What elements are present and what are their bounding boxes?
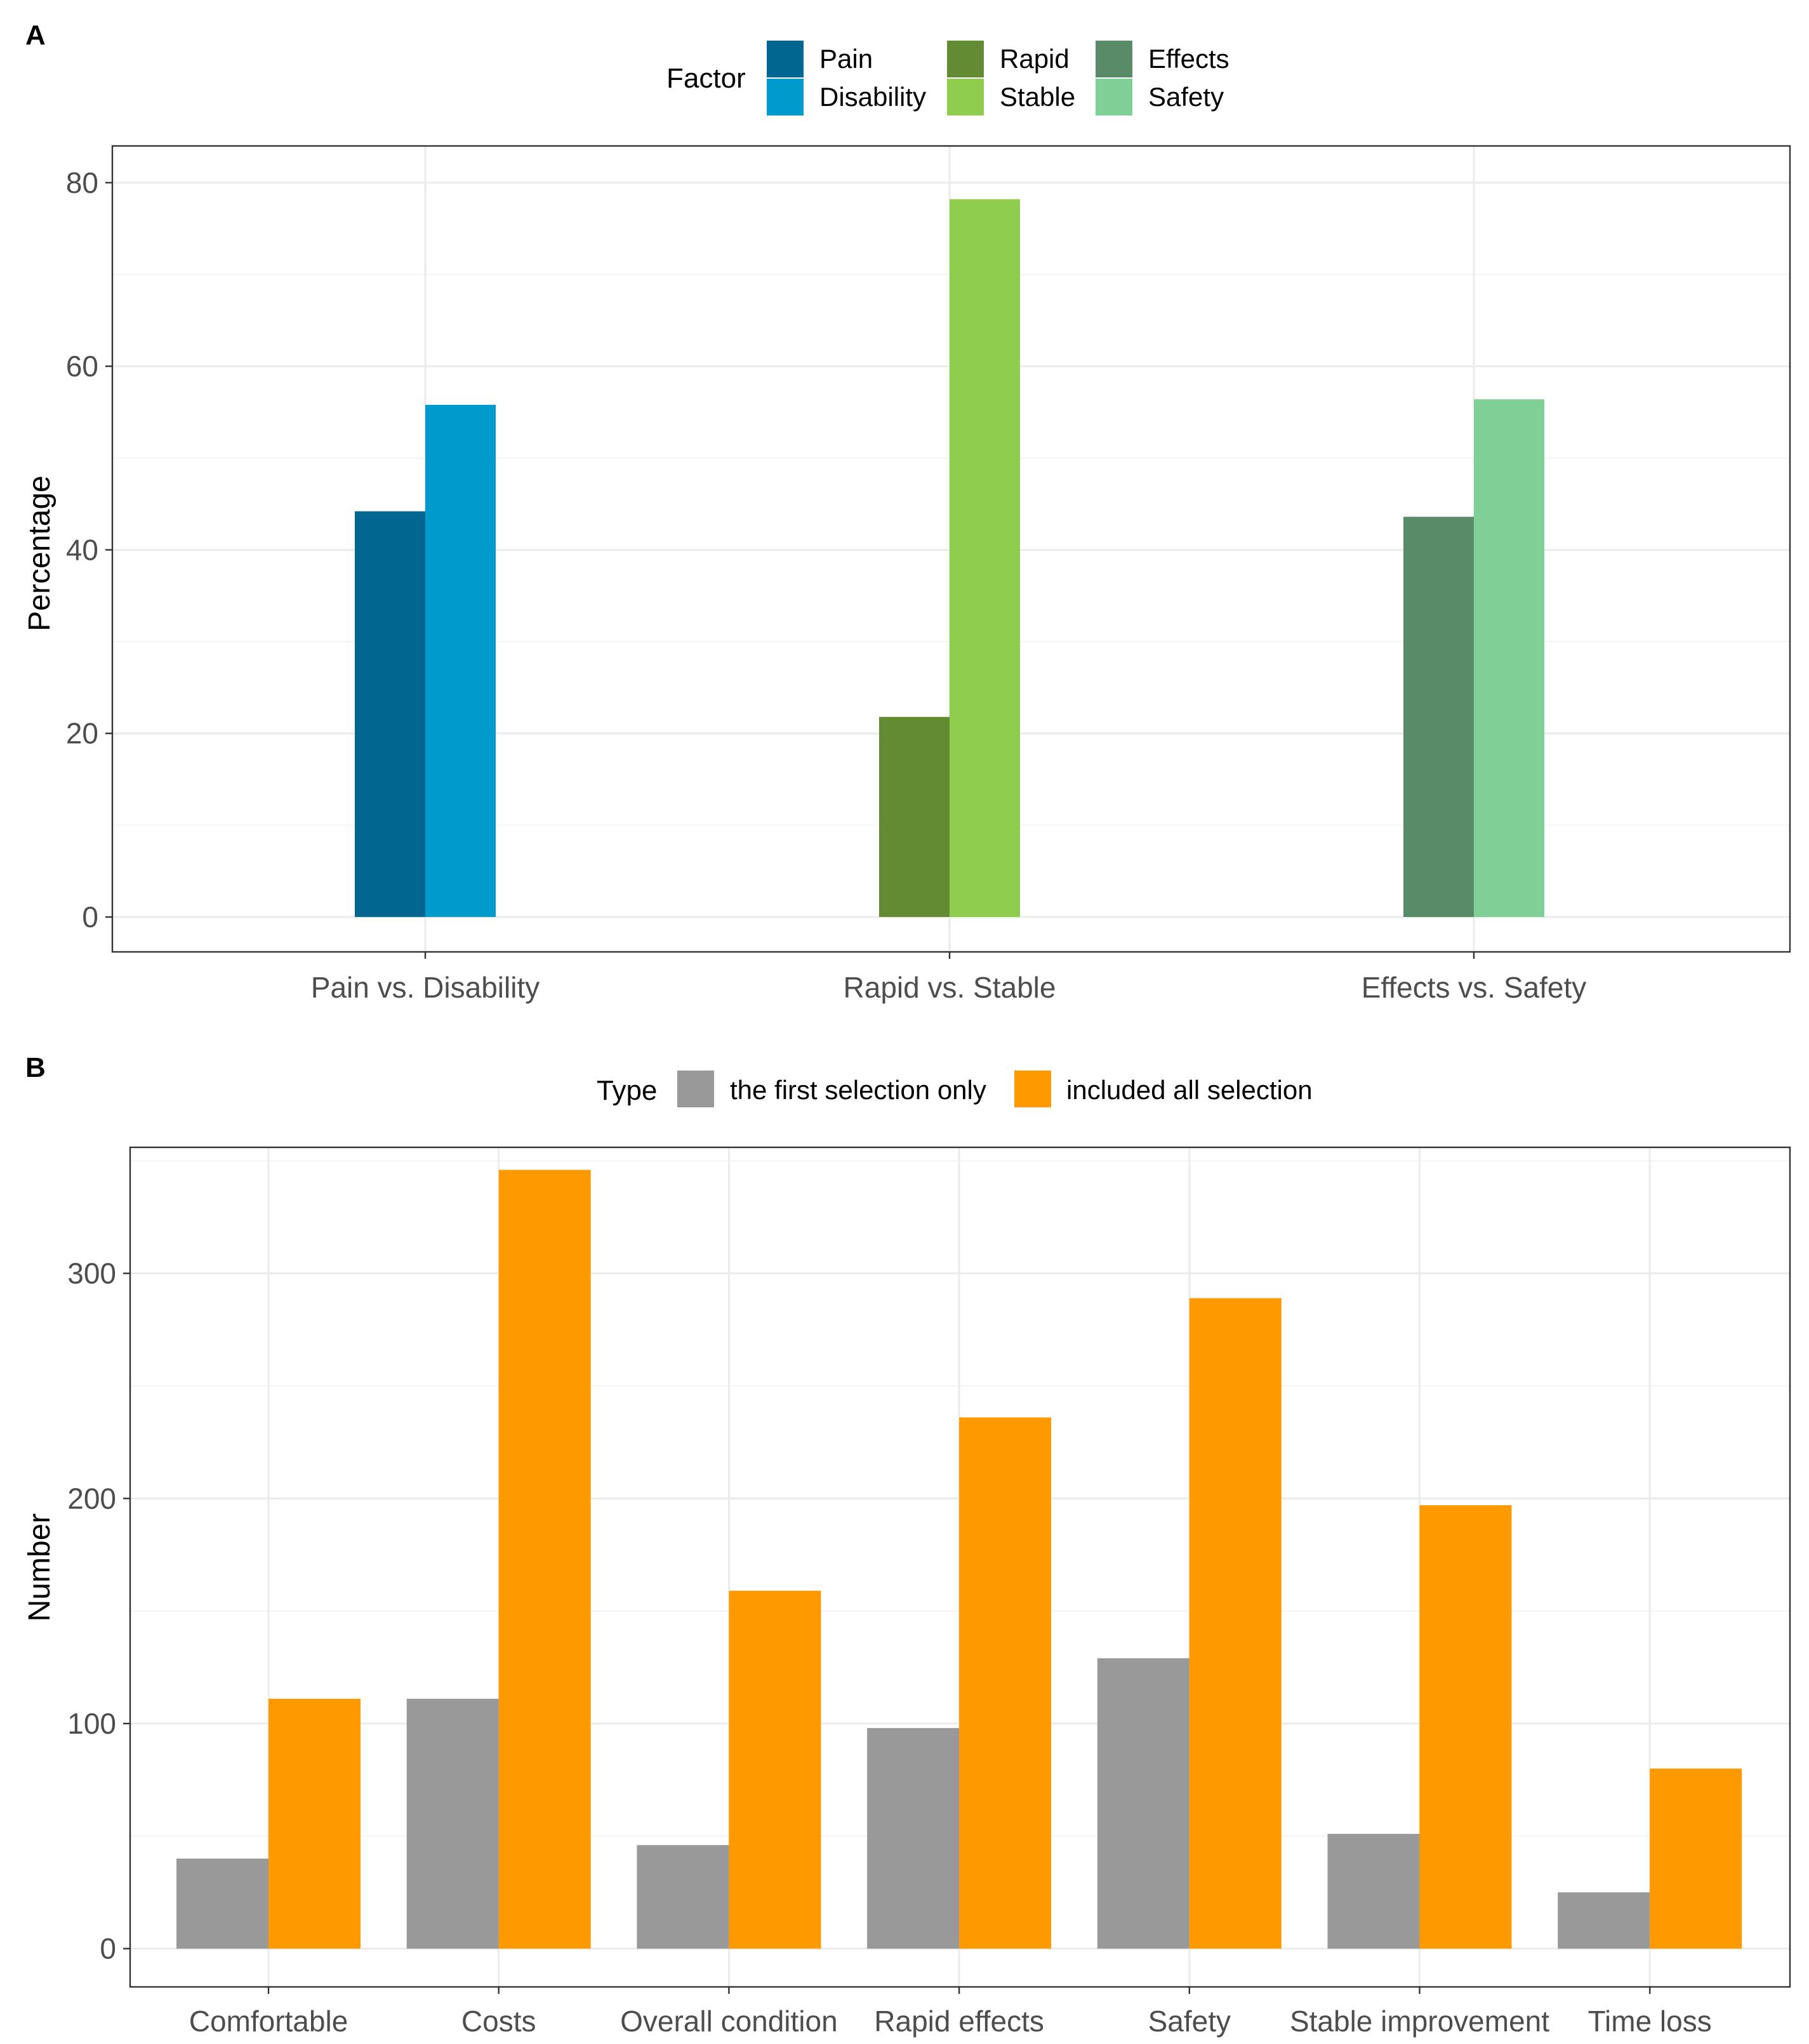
x-tick-label-safety: Safety [1148,2005,1231,2038]
legend-label-effects: Effects [1148,44,1229,74]
bar-comfortable-first-selection [176,1858,268,1949]
bar-effects [1403,517,1474,918]
bar-safety-all-selection [1189,1298,1282,1949]
x-tick-label-comfortable: Comfortable [189,2005,348,2038]
y-tick-label: 0 [100,1932,116,1965]
bar-safety [1474,399,1544,918]
bar-costs-first-selection [406,1698,499,1949]
legend-label-pain: Pain [819,44,873,74]
panel-a-y-axis-title: Percentage [23,475,56,631]
panel-a-tag: A [25,20,46,51]
panel-b-legend: Type the first selection only included al… [597,1071,1313,1107]
legend-key-effects [1096,41,1132,77]
x-tick-label-pain-vs-disability: Pain vs. Disability [311,971,540,1004]
bar-pain [355,511,425,918]
panel-a-legend-title: Factor [666,63,746,94]
bar-overall-condition-all-selection [729,1590,821,1949]
y-tick-label: 200 [67,1482,116,1515]
legend-label-stable: Stable [1000,82,1075,112]
legend-label-included-all-selection: included all selection [1066,1075,1313,1105]
legend-key-the-first-selection-only [677,1071,714,1107]
legend-key-safety [1096,79,1132,115]
y-tick-label: 80 [66,166,98,199]
panel-b-y-axis-title: Number [23,1513,56,1622]
y-tick-label: 100 [67,1707,116,1740]
bar-rapid-effects-all-selection [959,1417,1052,1949]
panel-b-border [129,1146,1791,1988]
panel-a-y-axis: 0 20 40 60 80 [66,166,112,933]
bar-stable-improvement-all-selection [1419,1505,1512,1949]
panel-a-x-axis: Pain vs. Disability Rapid vs. Stable Effec… [311,952,1586,1004]
panel-a-bars [355,199,1544,918]
x-tick-label-rapid-vs-stable: Rapid vs. Stable [844,971,1056,1004]
panel-a: A Factor Pain Disability Rapid Stable Effect… [23,20,1791,1004]
x-tick-label-overall-condition: Overall condition [620,2005,838,2038]
panel-b-bars [176,1170,1742,1949]
panel-b-y-axis: 0 100 200 300 [67,1257,130,1965]
bar-safety-first-selection [1097,1658,1189,1949]
bar-time-loss-first-selection [1558,1892,1650,1949]
panel-b-x-axis: Comfortable Costs Overall condition Rapid e… [189,1987,1712,2038]
legend-key-pain [767,41,804,77]
legend-key-stable [947,79,984,115]
x-tick-label-rapid-effects: Rapid effects [874,2005,1044,2038]
panel-b-tag: B [25,1052,46,1083]
legend-label-disability: Disability [819,82,926,112]
bar-overall-condition-first-selection [637,1845,729,1949]
x-tick-label-time-loss: Time loss [1588,2005,1712,2038]
bar-stable [950,199,1020,918]
y-tick-label: 0 [82,900,98,933]
legend-label-safety: Safety [1148,82,1224,112]
y-tick-label: 300 [67,1257,116,1290]
bar-comfortable-all-selection [268,1698,361,1949]
legend-label-rapid: Rapid [1000,44,1070,74]
bar-time-loss-all-selection [1650,1768,1742,1949]
bar-stable-improvement-first-selection [1327,1833,1420,1949]
x-tick-label-costs: Costs [461,2005,536,2038]
panel-b: B Type the first selection only included … [23,1052,1791,2038]
y-tick-label: 40 [66,533,98,566]
bar-rapid-effects-first-selection [867,1728,960,1949]
panel-a-legend: Factor Pain Disability Rapid Stable Effects S… [666,41,1229,115]
bar-rapid [879,716,950,918]
y-tick-label: 60 [66,350,98,383]
legend-key-included-all-selection [1014,1071,1051,1107]
legend-label-the-first-selection-only: the first selection only [730,1075,986,1105]
legend-key-disability [767,79,804,115]
bar-costs-all-selection [498,1170,591,1949]
legend-key-rapid [947,41,984,77]
y-tick-label: 20 [66,717,98,750]
panel-b-legend-title: Type [597,1075,657,1106]
panel-a-border [111,145,1791,953]
bar-disability [425,404,496,918]
x-tick-label-effects-vs-safety: Effects vs. Safety [1362,971,1587,1004]
x-tick-label-stable-improvement: Stable improvement [1290,2005,1549,2038]
